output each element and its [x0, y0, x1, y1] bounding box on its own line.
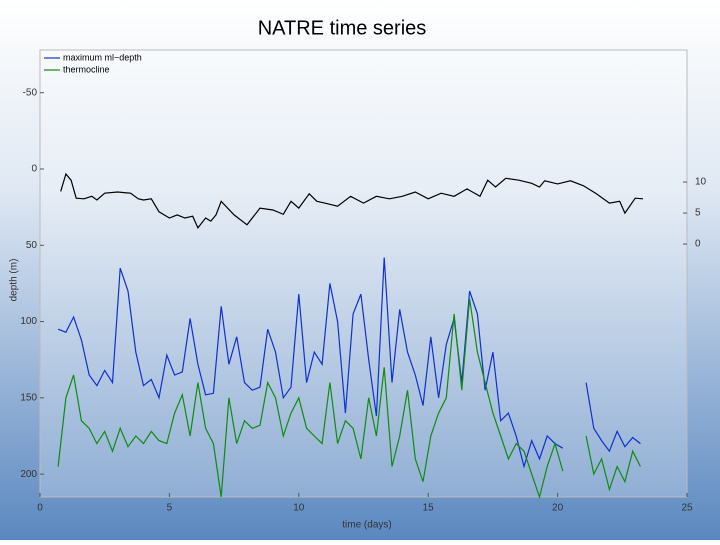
x-tick-label: 20	[552, 503, 564, 514]
x-tick-label: 0	[37, 503, 43, 514]
y-tick-label: 100	[20, 316, 37, 327]
x-axis-label: time (days)	[342, 520, 391, 531]
y2-tick-label: 5	[695, 208, 701, 219]
x-tick-label: 10	[293, 503, 305, 514]
x-tick-label: 25	[681, 503, 693, 514]
y2-tick-label: 10	[695, 177, 707, 188]
y-tick-label: -50	[23, 87, 38, 98]
legend-label: thermocline	[63, 64, 110, 74]
legend-label: maximum ml−depth	[63, 52, 142, 62]
y-tick-label: 0	[31, 164, 37, 175]
y-tick-label: 50	[26, 240, 38, 251]
x-tick-label: 15	[423, 503, 435, 514]
y-axis-label: depth (m)	[9, 259, 20, 302]
series-line	[57, 298, 641, 500]
series-line	[57, 257, 641, 469]
chart-title: NATRE time series	[258, 17, 427, 39]
y-tick-label: 200	[20, 469, 37, 480]
y-tick-label: 150	[20, 392, 37, 403]
series-line	[60, 172, 644, 230]
plot-area	[39, 49, 688, 498]
y2-tick-label: 0	[695, 239, 701, 250]
x-tick-label: 5	[167, 503, 173, 514]
